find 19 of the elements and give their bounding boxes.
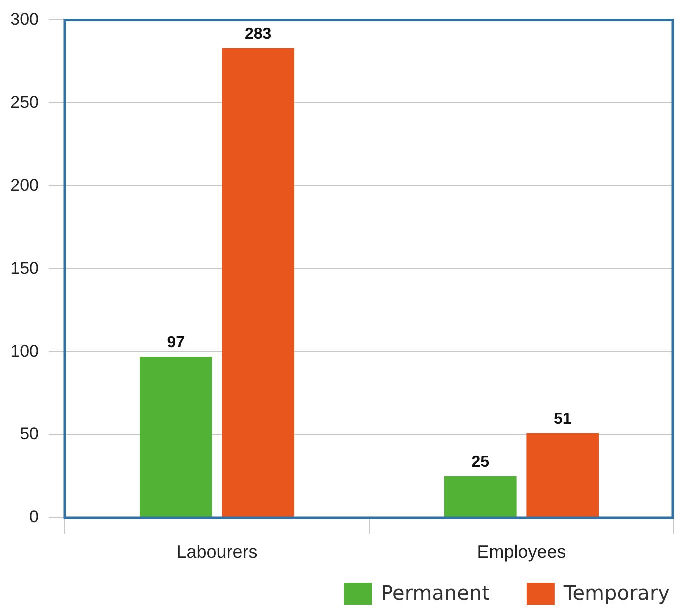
y-tick-label: 150	[10, 258, 39, 278]
bar	[526, 433, 600, 518]
bar	[444, 476, 517, 518]
data-label: 283	[245, 26, 272, 43]
data-label: 51	[554, 410, 572, 428]
data-label: 97	[167, 334, 186, 352]
y-tick-label: 300	[10, 10, 39, 29]
y-tick-label: 100	[10, 342, 39, 361]
data-label: 25	[472, 454, 490, 471]
y-tick-label: 50	[20, 424, 39, 444]
x-tick-label: Labourers	[176, 542, 258, 562]
legend-label: Permanent	[381, 581, 490, 606]
y-tick-label: 200	[10, 176, 39, 195]
bar	[222, 48, 295, 518]
y-tick-label: 250	[10, 92, 39, 112]
y-tick-label: 0	[30, 508, 39, 527]
legend-label: Temporary	[562, 581, 670, 606]
bar	[140, 357, 212, 518]
x-tick-label: Employees	[477, 542, 566, 562]
